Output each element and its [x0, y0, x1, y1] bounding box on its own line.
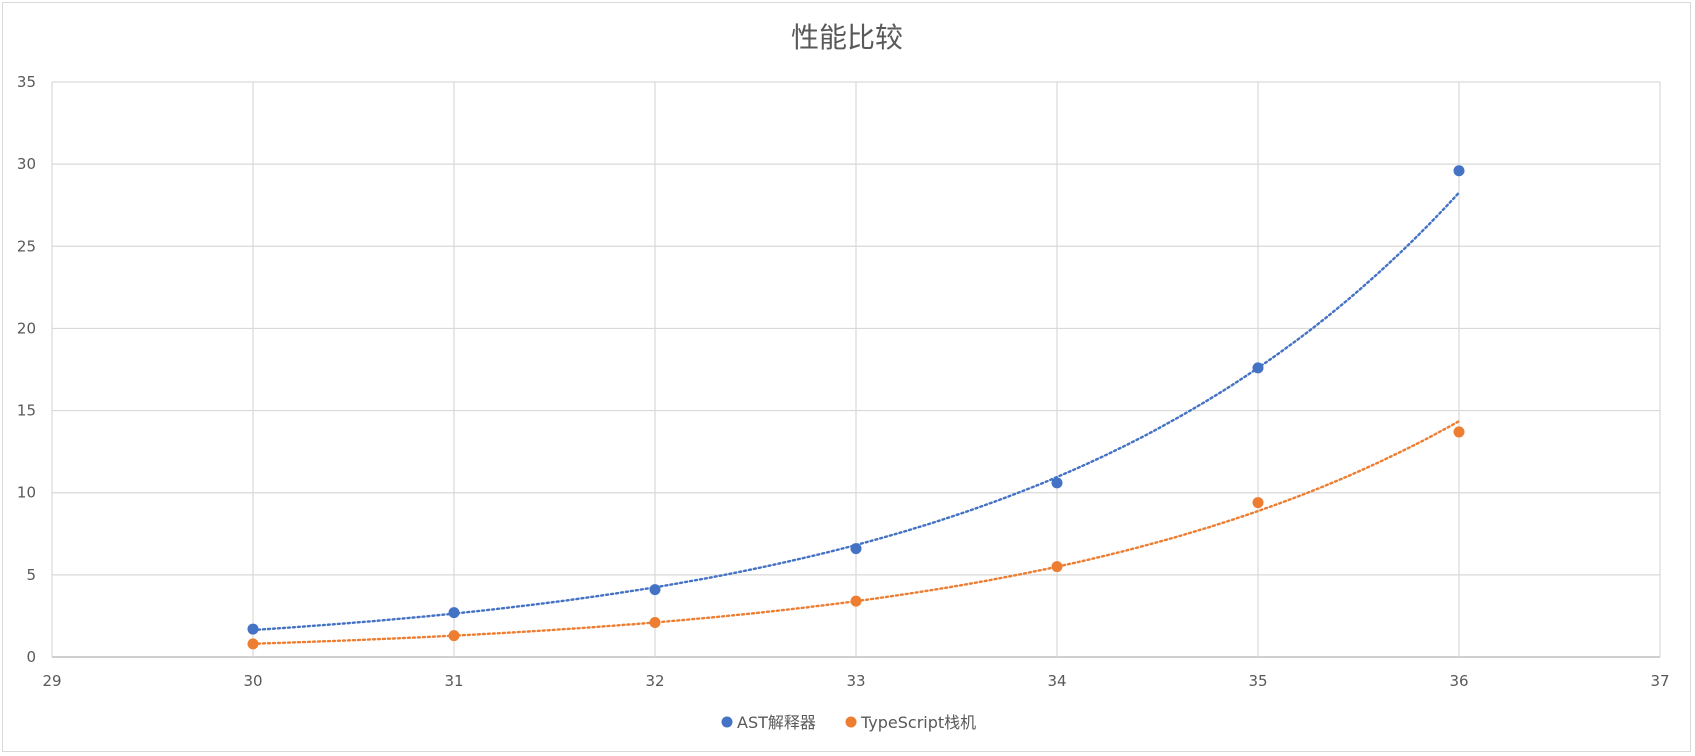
x-tick-label: 34	[1047, 672, 1066, 690]
data-point	[1051, 561, 1063, 573]
data-points	[247, 165, 1465, 650]
x-axis-ticks: 29 30 31 32 33 34 35 36 37	[42, 672, 1669, 690]
legend-marker	[845, 716, 857, 728]
data-point	[247, 623, 259, 635]
x-tick-label: 29	[42, 672, 61, 690]
x-tick-label: 36	[1449, 672, 1468, 690]
data-point	[448, 630, 460, 642]
y-tick-label: 20	[17, 319, 36, 337]
y-tick-label: 10	[17, 484, 36, 502]
data-point	[1051, 477, 1063, 489]
legend-marker	[721, 716, 733, 728]
data-point	[1252, 497, 1264, 509]
y-axis-ticks: 0 5 10 15 20 25 30 35	[17, 73, 36, 666]
data-point	[247, 638, 259, 650]
grid	[51, 81, 1661, 658]
x-tick-label: 30	[243, 672, 262, 690]
x-tick-label: 31	[444, 672, 463, 690]
y-tick-label: 5	[26, 566, 36, 584]
x-tick-label: 35	[1248, 672, 1267, 690]
y-tick-label: 15	[17, 402, 36, 420]
data-point	[1453, 426, 1465, 438]
legend-label: TypeScript栈机	[860, 713, 976, 732]
x-tick-label: 32	[645, 672, 664, 690]
data-point	[1453, 165, 1465, 177]
data-point	[1252, 362, 1264, 374]
data-point	[850, 543, 862, 555]
y-tick-label: 30	[17, 155, 36, 173]
legend: AST解释器 TypeScript栈机	[721, 713, 976, 732]
chart-title: 性能比较	[791, 21, 903, 54]
y-tick-label: 0	[26, 648, 36, 666]
legend-label: AST解释器	[737, 713, 816, 732]
data-point	[850, 595, 862, 607]
data-point	[649, 584, 661, 596]
x-tick-label: 33	[846, 672, 865, 690]
y-tick-label: 35	[17, 73, 36, 91]
data-point	[448, 607, 460, 619]
y-tick-label: 25	[17, 237, 36, 255]
data-point	[649, 617, 661, 628]
x-tick-label: 37	[1650, 672, 1669, 690]
